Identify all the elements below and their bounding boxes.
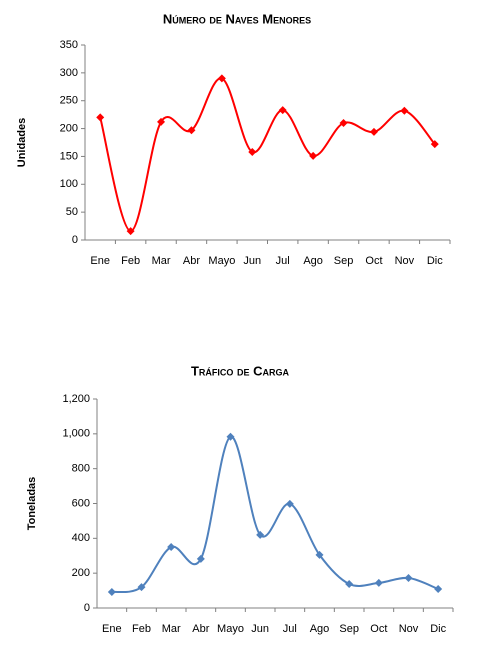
x-tick-label: Abr — [192, 623, 209, 635]
x-tick-label: Ago — [310, 623, 330, 635]
y-tick-label: 150 — [60, 150, 78, 162]
x-tick-label: Jul — [276, 255, 290, 267]
line — [111, 435, 439, 594]
marker — [137, 583, 146, 592]
x-tick-label: Ago — [303, 255, 323, 267]
marker — [96, 113, 105, 122]
y-axis-label: Toneladas — [26, 477, 38, 531]
y-tick-label: 200 — [60, 122, 78, 134]
marker — [430, 140, 439, 149]
x-tick-label: Abr — [183, 255, 200, 267]
y-axis-label: Unidades — [16, 118, 28, 168]
y-tick-label: 300 — [60, 67, 78, 79]
marker — [285, 499, 294, 508]
marker — [404, 574, 413, 583]
marker — [278, 106, 287, 115]
marker — [315, 550, 324, 559]
marker — [226, 432, 235, 441]
x-tick-label: Ene — [90, 255, 110, 267]
x-tick-label: Mar — [162, 623, 181, 635]
y-tick-label: 400 — [72, 532, 90, 544]
marker — [217, 74, 226, 83]
chart-title: Tráfico de Carga — [191, 363, 290, 378]
y-tick-label: 1,200 — [62, 393, 90, 405]
marker — [248, 147, 257, 156]
x-tick-label: Oct — [370, 623, 387, 635]
y-tick-label: 200 — [72, 567, 90, 579]
x-tick-label: Feb — [121, 255, 140, 267]
x-tick-label: Mar — [152, 255, 171, 267]
x-tick-label: Jun — [251, 623, 269, 635]
x-tick-label: Sep — [334, 255, 354, 267]
x-tick-label: Ene — [102, 623, 122, 635]
x-tick-label: Mayo — [217, 623, 244, 635]
x-tick-label: Jul — [283, 623, 297, 635]
y-tick-label: 350 — [60, 39, 78, 51]
x-tick-label: Nov — [395, 255, 415, 267]
x-tick-label: Nov — [399, 623, 419, 635]
marker — [374, 578, 383, 587]
marker — [400, 106, 409, 115]
marker — [187, 126, 196, 135]
marker — [339, 119, 348, 127]
marker — [434, 585, 443, 594]
marker — [369, 127, 378, 136]
marker — [126, 227, 135, 236]
y-tick-label: 50 — [66, 206, 78, 218]
y-tick-label: 0 — [84, 602, 90, 614]
x-tick-label: Feb — [132, 623, 151, 635]
chart-title: Número de Naves Menores — [163, 11, 311, 26]
y-tick-label: 0 — [72, 234, 78, 246]
marker — [157, 117, 166, 126]
y-tick-label: 1,000 — [62, 428, 90, 440]
marker — [256, 530, 265, 539]
marker — [167, 543, 176, 552]
x-tick-label: Jun — [243, 255, 261, 267]
y-tick-label: 100 — [60, 178, 78, 190]
marker — [345, 579, 354, 588]
y-tick-label: 600 — [72, 497, 90, 509]
x-tick-label: Mayo — [208, 255, 235, 267]
x-tick-label: Dic — [430, 623, 446, 635]
marker — [107, 587, 116, 596]
line — [99, 77, 436, 233]
marker — [309, 151, 318, 160]
y-tick-label: 800 — [72, 463, 90, 475]
marker — [196, 554, 205, 563]
x-tick-label: Dic — [427, 255, 443, 267]
y-tick-label: 250 — [60, 95, 78, 107]
x-tick-label: Oct — [365, 255, 382, 267]
x-tick-label: Sep — [339, 623, 359, 635]
